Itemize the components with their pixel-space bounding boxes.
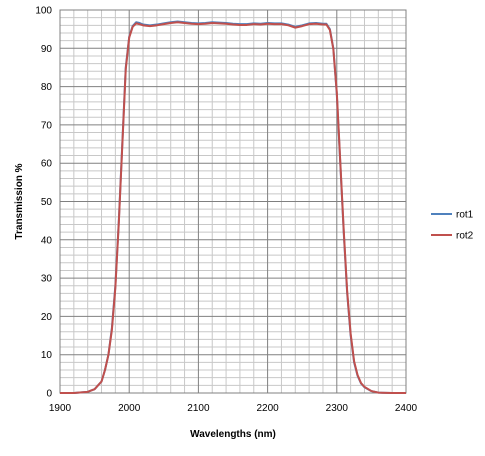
x-axis-tick-labels: 1900 2000 2100 2200 2300 2400 [49,403,418,414]
plot-area-frame [59,9,407,394]
y-tick-label: 20 [41,312,53,323]
legend: rot1 rot2 [431,210,474,242]
y-tick-label: 100 [35,6,52,17]
y-tick-label: 80 [41,82,53,93]
x-tick-label: 2100 [187,403,210,414]
y-tick-label: 10 [41,350,53,361]
x-tick-label: 1900 [49,403,72,414]
series-lines [60,20,406,394]
y-axis-title: Transmission % [14,163,25,239]
x-tick-label: 2400 [395,403,418,414]
y-axis-tick-labels: 0 10 20 30 40 50 60 70 80 90 100 [35,6,52,400]
y-tick-label: 40 [41,235,53,246]
x-tick-label: 2000 [118,403,141,414]
y-tick-label: 30 [41,274,53,285]
x-tick-label: 2300 [326,403,349,414]
legend-label-rot1: rot1 [456,210,474,221]
legend-label-rot2: rot2 [456,231,474,242]
y-tick-label: 90 [41,44,53,55]
y-tick-label: 70 [41,120,53,131]
series-line-rot2 [60,21,406,394]
y-tick-label: 0 [46,389,52,400]
y-tick-label: 50 [41,197,53,208]
y-tick-label: 60 [41,159,53,170]
x-tick-label: 2200 [256,403,279,414]
x-axis-title: Wavelengths (nm) [190,429,276,440]
